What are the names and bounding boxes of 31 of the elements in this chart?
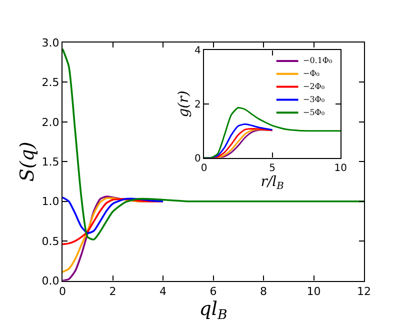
x-tick-label: 4 — [160, 285, 167, 298]
x-tick-label: 12 — [357, 285, 372, 298]
legend-label: −2Φ₀ — [303, 82, 325, 91]
line-series — [204, 107, 341, 158]
legend-label: −Φ₀ — [303, 69, 320, 78]
x-tick-label: 8 — [260, 285, 268, 298]
y-tick-label: 0.0 — [42, 274, 60, 288]
line-series — [62, 198, 164, 246]
y-tick-label: 3.0 — [42, 36, 60, 50]
y-tick-label: 0.5 — [42, 234, 60, 248]
legend-label: −3Φ₀ — [303, 95, 325, 104]
y-tick-label: 2 — [194, 99, 201, 110]
x-tick-label: 10 — [306, 285, 321, 298]
y-tick-label: 0 — [194, 153, 201, 164]
legend-label: −5Φ₀ — [303, 108, 325, 117]
x-axis-title: ql$_{B}$ — [199, 298, 228, 324]
x-axis-title: r/l$_{B}$ — [260, 174, 284, 192]
line-series — [62, 196, 164, 234]
legend-label: −0.1Φ₀ — [303, 56, 332, 65]
y-tick-label: 4 — [194, 46, 201, 57]
y-tick-label: 1.0 — [42, 195, 60, 208]
y-tick-label: 2.5 — [42, 76, 60, 90]
x-tick-label: 10 — [334, 162, 347, 174]
x-tick-label: 6 — [210, 285, 217, 298]
y-axis-title: S(q) — [16, 142, 39, 182]
y-tick-label: 1.5 — [42, 155, 60, 168]
y-tick-label: 2.0 — [42, 116, 60, 129]
line-series — [62, 48, 364, 240]
y-axis-title: g(r) — [176, 90, 192, 118]
x-tick-label: 2 — [109, 285, 116, 298]
x-tick-label: 5 — [269, 162, 276, 174]
